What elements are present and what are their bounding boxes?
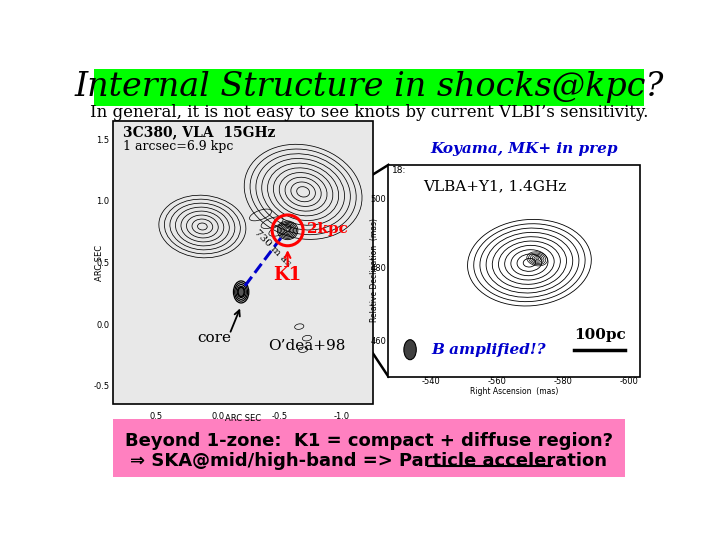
Text: 18:: 18: (392, 166, 407, 174)
Text: 2kpc: 2kpc (307, 222, 348, 236)
Text: 1 arcsec=6.9 kpc: 1 arcsec=6.9 kpc (122, 140, 233, 153)
Text: Relative Declination  (mas): Relative Declination (mas) (370, 218, 379, 322)
Ellipse shape (238, 287, 244, 296)
Text: B amplified!?: B amplified!? (431, 343, 546, 357)
Text: -1.0: -1.0 (334, 412, 350, 421)
Text: 480: 480 (370, 265, 386, 273)
Ellipse shape (404, 340, 416, 360)
Text: 1.5: 1.5 (96, 136, 109, 145)
Text: In general, it is not easy to see knots by current VLBI’s sensitivity.: In general, it is not easy to see knots … (90, 104, 648, 121)
Text: K1: K1 (274, 266, 302, 285)
Bar (94, 69, 644, 106)
Text: 730 m as: 730 m as (253, 228, 293, 268)
Text: 0.5: 0.5 (96, 259, 109, 268)
Text: -560: -560 (487, 377, 506, 386)
Text: 100pc: 100pc (574, 328, 626, 342)
Text: core: core (197, 331, 231, 345)
Bar (388, 165, 640, 377)
Text: -580: -580 (553, 377, 572, 386)
Text: Right Ascension  (mas): Right Ascension (mas) (469, 387, 558, 396)
Bar (113, 419, 625, 477)
Text: -600: -600 (619, 377, 638, 386)
Text: -540: -540 (422, 377, 441, 386)
Text: O’dea+98: O’dea+98 (269, 339, 346, 353)
Text: ARC SEC: ARC SEC (225, 414, 261, 423)
Text: VLBA+Y1, 1.4GHz: VLBA+Y1, 1.4GHz (423, 179, 567, 193)
Text: 1.0: 1.0 (96, 197, 109, 206)
Text: Koyama, MK+ in prep: Koyama, MK+ in prep (431, 143, 618, 157)
Text: -0.5: -0.5 (272, 412, 288, 421)
Text: 0.0: 0.0 (96, 321, 109, 329)
Text: ⇒ SKA@mid/high-band => Particle acceleration: ⇒ SKA@mid/high-band => Particle accelera… (130, 451, 608, 470)
Text: ARC SEC: ARC SEC (95, 245, 104, 281)
Text: 500: 500 (370, 195, 386, 204)
Text: 0.5: 0.5 (149, 412, 163, 421)
Text: 460: 460 (370, 338, 386, 347)
Text: -0.5: -0.5 (94, 382, 109, 391)
Text: Internal Structure in shocks@kpc?: Internal Structure in shocks@kpc? (74, 71, 664, 103)
Text: 0.0: 0.0 (211, 412, 225, 421)
Bar (113, 121, 373, 404)
Text: 3C380, VLA  15GHz: 3C380, VLA 15GHz (122, 125, 275, 139)
Text: Beyond 1-zone:  K1 = compact + diffuse region?: Beyond 1-zone: K1 = compact + diffuse re… (125, 431, 613, 450)
